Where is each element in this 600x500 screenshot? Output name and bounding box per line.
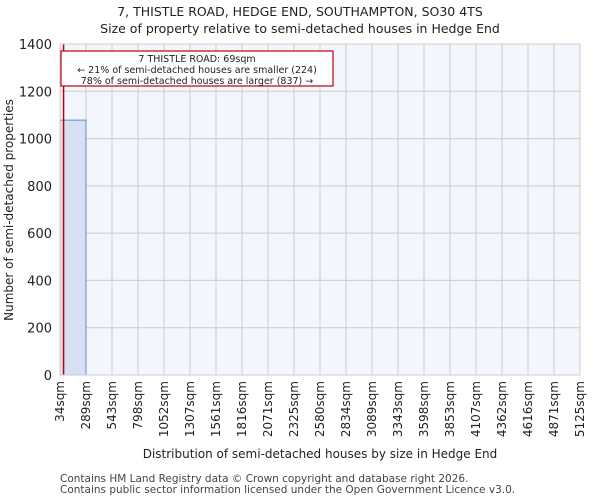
y-tick-label: 800 (27, 180, 52, 195)
x-tick-label: 3853sqm (443, 381, 457, 437)
footer-licence: Contains public sector information licen… (60, 484, 516, 496)
x-tick-label: 2580sqm (313, 381, 327, 437)
y-tick-label: 1000 (19, 133, 52, 148)
chart-title: 7, THISTLE ROAD, HEDGE END, SOUTHAMPTON,… (117, 4, 483, 19)
x-axis: 34sqm 289sqm 543sqm 798sqm 1052sqm 1307sqm 156… (53, 381, 587, 437)
y-tick-label: 1400 (19, 38, 52, 53)
histogram-bar (59, 119, 87, 376)
x-tick-label: 2071sqm (261, 381, 275, 437)
y-tick-label: 600 (27, 227, 52, 242)
y-tick-label: 1200 (19, 85, 52, 100)
histogram-chart: 0 200 400 600 800 1000 1200 1400 34sqm 289sqm 543… (2, 38, 587, 461)
y-tick-label: 0 (44, 369, 52, 384)
annotation-line-3: 78% of semi-detached houses are larger (… (81, 76, 314, 87)
x-tick-label: 1816sqm (235, 381, 249, 437)
x-tick-label: 1561sqm (209, 381, 223, 437)
x-tick-label: 1052sqm (157, 381, 171, 437)
x-tick-label: 3343sqm (391, 381, 405, 437)
x-tick-label: 2834sqm (339, 381, 353, 437)
x-tick-label: 289sqm (79, 381, 93, 429)
x-tick-label: 4107sqm (469, 381, 483, 437)
y-axis: 0 200 400 600 800 1000 1200 1400 (19, 38, 52, 384)
annotation-box: 7 THISTLE ROAD: 69sqm ← 21% of semi-deta… (60, 50, 334, 87)
plot-area (59, 43, 581, 376)
x-tick-label: 2325sqm (287, 381, 301, 437)
plot-frame (59, 43, 581, 376)
x-tick-label: 4871sqm (547, 381, 561, 437)
y-tick-label: 400 (27, 274, 52, 289)
x-tick-label: 1307sqm (183, 381, 197, 437)
x-tick-label: 4616sqm (521, 381, 535, 437)
annotation-line-1: 7 THISTLE ROAD: 69sqm (138, 54, 255, 65)
x-tick-label: 34sqm (53, 381, 67, 422)
x-axis-label: Distribution of semi-detached houses by … (143, 447, 498, 461)
x-tick-label: 4362sqm (495, 381, 509, 437)
y-axis-label: Number of semi-detached properties (2, 99, 16, 321)
x-tick-label: 5125sqm (573, 381, 587, 437)
x-tick-label: 798sqm (131, 381, 145, 429)
x-tick-label: 3598sqm (417, 381, 431, 437)
annotation-line-2: ← 21% of semi-detached houses are smalle… (77, 65, 317, 76)
x-tick-label: 543sqm (105, 381, 119, 429)
footer-copyright: Contains HM Land Registry data © Crown c… (60, 473, 469, 485)
x-tick-label: 3089sqm (365, 381, 379, 437)
chart-subtitle: Size of property relative to semi-detach… (100, 21, 500, 36)
y-tick-label: 200 (27, 322, 52, 337)
